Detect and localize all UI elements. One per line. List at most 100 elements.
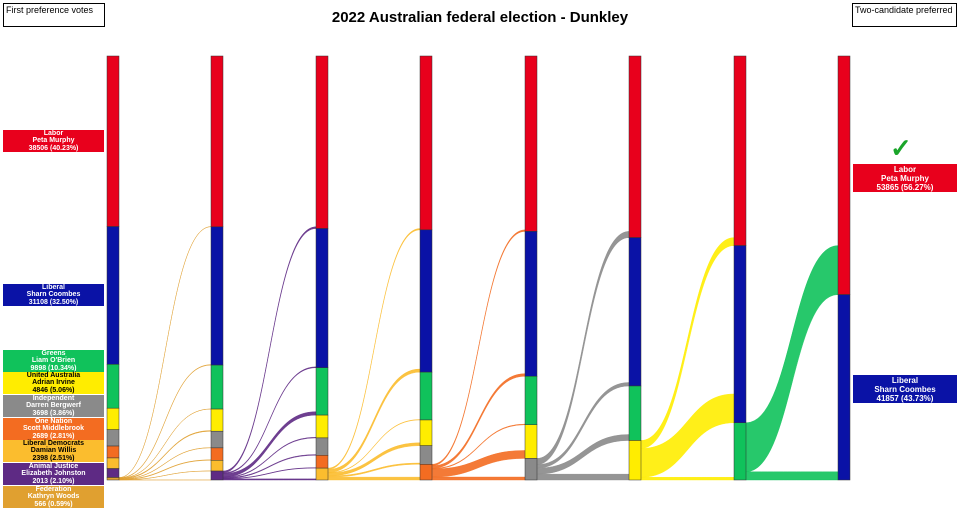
final-label-labor: Labor Peta Murphy 53865 (56.27%): [853, 164, 957, 192]
label-name: Adrian Irvine: [32, 379, 75, 387]
preference-flow: [118, 226, 212, 478]
preference-flow: [431, 229, 526, 467]
vote-bar-segment: [315, 437, 329, 456]
first-preference-header: First preference votes: [3, 3, 105, 27]
label-first: 2013 (2.10%): [32, 477, 75, 485]
preference-flow: [222, 411, 317, 478]
vote-bar-segment: [419, 464, 433, 481]
vote-bar-segment: [837, 55, 851, 295]
candidate-label: Independent Darren Bergwerf 3698 (3.86%): [3, 395, 104, 417]
vote-bar-segment: [628, 385, 642, 441]
vote-bar-segment: [733, 245, 747, 424]
vote-bar-segment: [315, 55, 329, 229]
label-first: 2689 (2.81%): [32, 432, 75, 440]
chart-title: 2022 Australian federal election - Dunkl…: [331, 9, 629, 26]
candidate-label: One Nation Scott Middlebrook 2689 (2.81%): [3, 418, 104, 440]
preference-flow: [222, 478, 317, 481]
label-first: 2398 (2.51%): [32, 454, 75, 462]
label-party: Labor: [43, 130, 64, 137]
vote-bar-segment: [419, 419, 433, 446]
final-label-liberal: Liberal Sharn Coombes 41857 (43.73%): [853, 375, 957, 403]
preference-flow: [222, 226, 317, 473]
candidate-name: Peta Murphy: [880, 173, 929, 183]
preference-flow: [118, 447, 212, 480]
vote-bar-segment: [524, 424, 538, 459]
candidate-label: Liberal Democrats Damian Willis 2398 (2.51…: [3, 440, 104, 462]
candidate-label: United Australia Adrian Irvine 4846 (5.06%…: [3, 372, 104, 394]
vote-bar-segment: [315, 467, 329, 481]
vote-bar-segment: [210, 460, 224, 472]
vote-bar-segment: [628, 55, 642, 238]
label-party: Liberal Democrats: [22, 440, 85, 447]
vote-bar-segment: [733, 422, 747, 481]
party-name: Liberal: [891, 375, 919, 385]
label-first: 38506 (40.23%): [28, 144, 79, 152]
vote-bar-segment: [315, 228, 329, 368]
candidate-label: Animal Justice Elizabeth Johnston 2013 (2.…: [3, 463, 104, 485]
label-name: Sharn Coombes: [26, 291, 81, 299]
preference-flow: [745, 471, 839, 481]
vote-bar-segment: [210, 364, 224, 410]
label-name: Damian Willis: [30, 447, 77, 455]
check-mark-icon: ✓: [890, 134, 912, 162]
preference-flow: [745, 245, 839, 472]
vote-bar-segment: [315, 414, 329, 439]
vote-bar-segment: [210, 226, 224, 366]
party-name: Labor: [893, 164, 917, 174]
vote-bar-segment: [524, 458, 538, 481]
two-candidate-header: Two-candidate preferred: [852, 3, 957, 27]
vote-bar-segment: [524, 376, 538, 426]
preference-flow: [640, 477, 735, 481]
vote-bar-segment: [210, 408, 224, 432]
label-name: Darren Bergwerf: [26, 402, 81, 410]
vote-bar-segment: [419, 445, 433, 465]
label-party: One Nation: [34, 418, 73, 425]
preference-flow: [536, 473, 630, 481]
vote-bar-segment: [210, 447, 224, 461]
vote-bar-segment: [210, 430, 224, 449]
vote-bar-segment: [210, 55, 224, 228]
vote-bar-segment: [419, 229, 433, 373]
vote-bar-segment: [315, 455, 329, 469]
vote-bar-segment: [524, 55, 538, 232]
vote-bar-segment: [733, 55, 747, 246]
label-party: Greens: [41, 350, 66, 357]
label-name: Elizabeth Johnston: [21, 470, 86, 478]
label-first: 4846 (5.06%): [32, 386, 75, 394]
label-party: Animal Justice: [28, 463, 79, 470]
preference-flow: [536, 231, 630, 465]
label-party: United Australia: [26, 372, 81, 379]
vote-bar-segment: [106, 445, 120, 459]
preference-flow: [118, 364, 212, 479]
vote-bar-segment: [106, 407, 120, 430]
label-name: Peta Murphy: [32, 137, 75, 145]
candidate-label: Liberal Sharn Coombes 31108 (32.50%): [3, 284, 104, 306]
preference-flow: [327, 228, 421, 470]
label-first: 31108 (32.50%): [28, 298, 79, 306]
vote-bar-segment: [837, 294, 851, 481]
vote-bar-segment: [106, 364, 120, 409]
vote-bar-segment: [419, 55, 433, 231]
vote-bar-segment: [106, 468, 120, 478]
candidate-label: Labor Peta Murphy 38506 (40.23%): [3, 130, 104, 152]
label-name: Kathryn Woods: [27, 493, 80, 501]
label-first: 566 (0.59%): [34, 500, 73, 508]
label-party: Liberal: [42, 284, 65, 291]
preference-flow: [327, 368, 421, 473]
candidate-label: Greens Liam O'Brien 9898 (10.34%): [3, 350, 104, 372]
tcp-votes: 41857 (43.73%): [876, 393, 934, 403]
preference-flow: [327, 476, 421, 481]
vote-bar-segment: [106, 457, 120, 469]
candidate-label: Federation Kathryn Woods 566 (0.59%): [3, 486, 104, 508]
preference-flow: [118, 430, 212, 480]
vote-bar-segment: [419, 371, 433, 421]
label-first: 9898 (10.34%): [30, 364, 77, 372]
vote-bar-segment: [628, 237, 642, 387]
vote-bar-segment: [106, 429, 120, 447]
preference-flow: [431, 476, 526, 481]
vote-bar-segment: [106, 477, 120, 481]
vote-bar-segment: [524, 231, 538, 377]
tcp-votes: 53865 (56.27%): [876, 182, 934, 192]
